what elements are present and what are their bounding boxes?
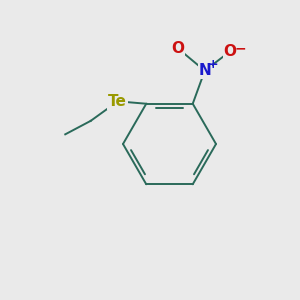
Text: O: O xyxy=(171,41,184,56)
Text: +: + xyxy=(208,58,218,70)
Text: −: − xyxy=(235,42,247,56)
Text: Te: Te xyxy=(108,94,127,109)
Text: N: N xyxy=(198,63,211,78)
Text: O: O xyxy=(224,44,237,59)
